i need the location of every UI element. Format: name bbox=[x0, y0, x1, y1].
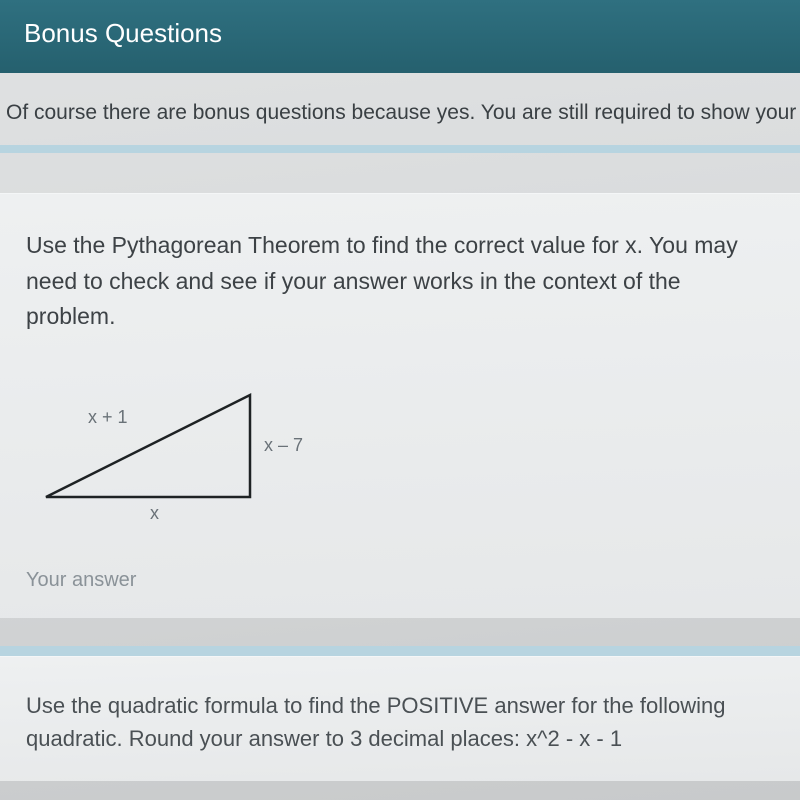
question-card-1: Use the Pythagorean Theorem to find the … bbox=[0, 193, 800, 618]
right-side-label: x – 7 bbox=[264, 435, 303, 456]
divider bbox=[0, 145, 800, 153]
question-2-text: Use the quadratic formula to find the PO… bbox=[26, 689, 774, 755]
q2-line2: quadratic. Round your answer to 3 decima… bbox=[26, 726, 622, 751]
q1-line2: need to check and see if your answer wor… bbox=[26, 268, 681, 294]
triangle-shape bbox=[46, 395, 250, 497]
section-title: Bonus Questions bbox=[24, 18, 222, 48]
bottom-side-label: x bbox=[150, 503, 159, 524]
triangle-diagram: x + 1 x – 7 x bbox=[32, 373, 332, 523]
divider bbox=[0, 646, 800, 656]
question-1-text: Use the Pythagorean Theorem to find the … bbox=[26, 228, 774, 335]
answer-input-placeholder[interactable]: Your answer bbox=[26, 569, 774, 592]
intro-text: Of course there are bonus questions beca… bbox=[0, 101, 800, 125]
q2-line1: Use the quadratic formula to find the PO… bbox=[26, 693, 725, 718]
hypotenuse-label: x + 1 bbox=[88, 407, 128, 428]
screen: Bonus Questions Of course there are bonu… bbox=[0, 0, 800, 800]
question-card-2: Use the quadratic formula to find the PO… bbox=[0, 656, 800, 781]
q1-line1: Use the Pythagorean Theorem to find the … bbox=[26, 232, 738, 258]
q1-line3: problem. bbox=[26, 303, 115, 329]
section-header: Bonus Questions bbox=[0, 0, 800, 73]
intro-section: Of course there are bonus questions beca… bbox=[0, 73, 800, 175]
